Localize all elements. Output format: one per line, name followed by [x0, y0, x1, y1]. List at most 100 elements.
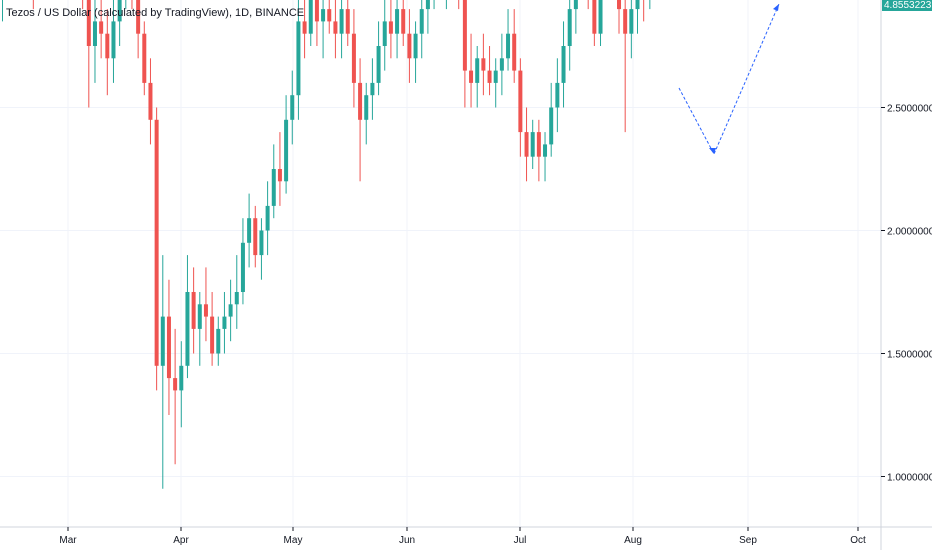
candle-body [240, 242, 245, 292]
candle [462, 0, 467, 108]
candle-body [284, 119, 289, 182]
candle-body [629, 9, 634, 34]
candle-body [86, 0, 91, 46]
candle-body [271, 169, 276, 206]
candle [314, 0, 319, 46]
candle-body [111, 21, 116, 59]
gridlines [0, 0, 881, 527]
candle [92, 0, 97, 83]
candle [136, 0, 141, 59]
candle-body [191, 292, 196, 329]
candles [2, 0, 651, 489]
candle-body [339, 9, 344, 34]
candle [142, 21, 147, 96]
plot-area [0, 0, 881, 527]
candle [425, 0, 430, 34]
candle [493, 58, 498, 108]
candle [518, 58, 523, 157]
candle [481, 33, 486, 96]
candle-body [179, 365, 184, 391]
candle [512, 9, 517, 83]
candle-body [290, 95, 295, 120]
candle-body [277, 169, 282, 182]
target-price-badge-bg [882, 0, 932, 11]
price-axis[interactable]: 1.00000001.50000002.00000002.50000003.00… [881, 0, 932, 484]
candle-body [166, 316, 171, 379]
candle-body [469, 70, 474, 83]
candle [555, 58, 560, 133]
candle [154, 107, 159, 391]
candle [573, 0, 578, 34]
candle [592, 0, 597, 46]
target-price-badge: 4.8553223 [882, 0, 932, 11]
candle-body [413, 33, 418, 59]
candle [567, 0, 572, 71]
candle [302, 0, 307, 59]
price-tick-label: 1.0000000 [887, 473, 932, 484]
candle [277, 132, 282, 206]
arrow-head-icon [709, 148, 716, 154]
candle [222, 292, 227, 354]
candle-body [567, 9, 572, 47]
candle [216, 316, 221, 366]
candle [643, 0, 645, 22]
time-tick-label: Oct [850, 535, 866, 546]
time-axis[interactable]: Mar Apr May Jun Jul Aug Sep Oct [59, 527, 866, 546]
candle-body [345, 9, 350, 34]
candle [321, 0, 326, 59]
candle-body [308, 0, 313, 34]
candle-body [351, 33, 356, 83]
candle [487, 46, 492, 96]
candle-body [395, 9, 400, 34]
candle [617, 0, 622, 34]
candle-body [92, 21, 97, 46]
candle [475, 46, 480, 108]
time-tick-label: Apr [173, 535, 189, 546]
candle-body [506, 33, 511, 59]
candle [240, 218, 245, 305]
candle-body [530, 132, 535, 157]
candle-body [321, 9, 326, 22]
candle-body [314, 0, 319, 22]
candle-body [462, 0, 467, 71]
candle [99, 0, 104, 59]
candle [160, 255, 165, 489]
candle [345, 0, 350, 46]
time-tick-label: Jul [514, 535, 527, 546]
candle-body [136, 0, 141, 34]
candle [401, 0, 406, 46]
candle [524, 107, 529, 182]
candle [308, 0, 313, 46]
candle-body [425, 0, 430, 10]
candle [543, 132, 548, 182]
candle [179, 341, 184, 428]
candle-body [407, 33, 412, 59]
candle [148, 58, 153, 145]
candle-body [327, 9, 332, 22]
candle-body [549, 107, 554, 145]
candle-body [561, 46, 566, 83]
candle [271, 144, 276, 219]
candle [284, 95, 289, 194]
candle-body [518, 70, 523, 133]
candle-body [388, 21, 393, 34]
candle-body [370, 82, 375, 96]
candle-body [203, 304, 208, 317]
candle [290, 70, 295, 145]
candle [536, 119, 541, 182]
candle [376, 21, 381, 96]
candle [86, 0, 91, 108]
candle [253, 205, 258, 268]
candle-body [555, 82, 560, 108]
candle [623, 0, 628, 133]
candle-body [197, 304, 202, 329]
candle [191, 267, 196, 354]
candle [166, 279, 171, 415]
candle [358, 58, 363, 182]
candle [458, 0, 460, 10]
candle-body [487, 70, 492, 83]
candle [549, 82, 554, 157]
candle-body [635, 0, 640, 10]
